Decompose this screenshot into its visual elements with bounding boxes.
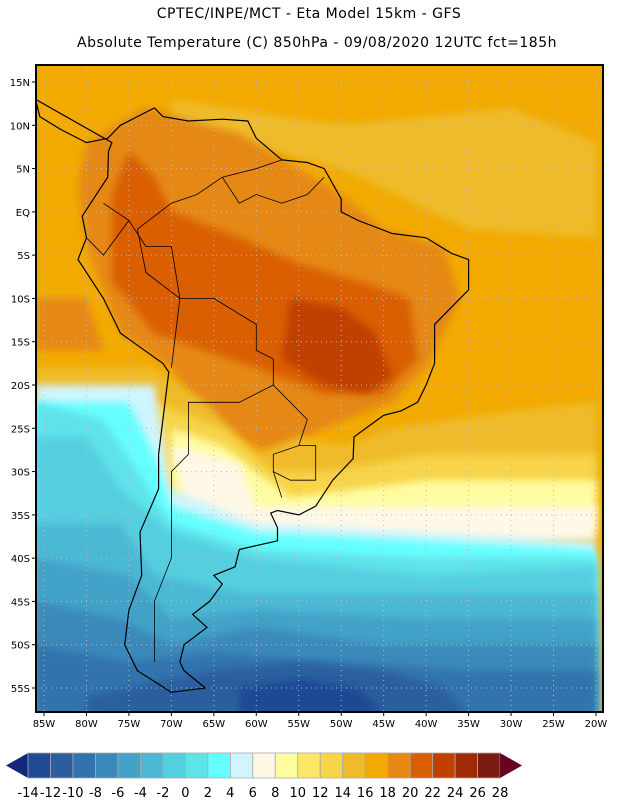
colorbar-swatch [387, 752, 411, 779]
lat-label: 20S [11, 381, 30, 392]
colorbar-under-arrow [6, 753, 28, 778]
border-line [153, 297, 274, 662]
temperature-band [171, 99, 596, 238]
colorbar-tick-label: -12 [40, 786, 61, 800]
colorbar-tick-label: -14 [17, 786, 38, 800]
border-line [136, 159, 282, 368]
lat-label: 15S [11, 338, 30, 349]
temperature-band [36, 298, 104, 351]
colorbar-swatch [432, 752, 456, 779]
lon-label: 75W [118, 719, 141, 730]
map-frame [35, 64, 604, 713]
colorbar-tick-label: -4 [134, 786, 147, 800]
colorbar-tick-label: 22 [424, 786, 441, 800]
colorbar-tick-label: 18 [379, 786, 396, 800]
lon-label: 45W [372, 719, 395, 730]
colorbar: -14 -12 -10 -8 -6 -4 -2 0 2 4 6 8 10 12 14 16 18 20 22 24 26… [6, 752, 523, 800]
lat-label: 40S [11, 554, 30, 565]
colorbar-swatch [27, 752, 51, 779]
lat-label: 25S [11, 424, 30, 435]
colorbar-tick-label: 16 [357, 786, 374, 800]
lon-label: 80W [75, 719, 98, 730]
lat-label: 5S [17, 251, 30, 262]
colorbar-swatch [274, 752, 299, 779]
colorbar-swatch [252, 752, 276, 779]
border-line [273, 445, 317, 481]
lat-label: 30S [11, 468, 30, 479]
colorbar-tick-label: 6 [249, 786, 257, 800]
lat-label: 50S [11, 641, 30, 652]
title-line-1: CPTEC/INPE/MCT - Eta Model 15km - GFS [156, 6, 462, 22]
colorbar-tick-label: -2 [156, 786, 169, 800]
colorbar-tick-label: 24 [447, 786, 464, 800]
lat-label: 45S [11, 597, 30, 608]
colorbar-tick-label: 2 [204, 786, 212, 800]
lon-label: 40W [415, 719, 438, 730]
border-line [221, 176, 325, 204]
coastline [36, 98, 470, 693]
colorbar-swatch [72, 752, 96, 779]
lat-label: EQ [16, 208, 30, 219]
temperature-band [239, 679, 382, 712]
lon-label: 35W [457, 719, 480, 730]
colorbar-tick-label: 20 [402, 786, 419, 800]
colorbar-swatch [117, 752, 141, 779]
border-line [103, 202, 181, 299]
colorbar-swatch [184, 752, 209, 779]
colorbar-swatch [297, 752, 321, 779]
colorbar-tick-label: 12 [312, 786, 329, 800]
lat-label: 10S [11, 294, 30, 305]
colorbar-swatch [229, 752, 254, 779]
lon-label: 20W [585, 719, 608, 730]
colorbar-tick-label: 10 [289, 786, 306, 800]
lon-label: 50W [330, 719, 353, 730]
lon-label: 70W [160, 719, 183, 730]
lon-label: 25W [542, 719, 565, 730]
lon-label: 30W [500, 719, 523, 730]
border-line [272, 384, 308, 498]
border-line [86, 220, 130, 256]
colorbar-tick-label: -10 [62, 786, 83, 800]
colorbar-swatch [342, 752, 366, 779]
temperature-band [281, 298, 393, 394]
colorbar-swatch [454, 752, 478, 779]
title-line-2: Absolute Temperature (C) 850hPa - 09/08/… [77, 35, 557, 51]
colorbar-tick-label: -8 [89, 786, 102, 800]
colorbar-tick-label: -6 [111, 786, 124, 800]
colorbar-swatch [139, 752, 164, 779]
lon-label: 65W [203, 719, 226, 730]
lat-label: 35S [11, 511, 30, 522]
lon-label: 55W [287, 719, 310, 730]
colorbar-swatch [162, 752, 186, 779]
colorbar-swatch [319, 752, 344, 779]
temperature-band [171, 445, 596, 550]
colorbar-swatch [477, 752, 501, 779]
lon-label: 85W [33, 719, 56, 730]
colorbar-tick-label: 4 [226, 786, 234, 800]
lat-label: 10N [10, 121, 30, 132]
lat-label: 55S [11, 684, 30, 695]
colorbar-swatch [409, 752, 434, 779]
colorbar-swatch [207, 752, 231, 779]
lat-label: 5N [16, 165, 30, 176]
colorbar-tick-label: 14 [334, 786, 351, 800]
lat-label: 15N [10, 78, 30, 89]
map-axes: 15N 10N 5N EQ 5S 10S 15S 20S 25S 30S 35S 40S 45S 50S 5… [10, 78, 608, 730]
colorbar-swatch [95, 752, 119, 779]
colorbar-tick-label: 26 [469, 786, 486, 800]
colorbar-swatch [364, 752, 389, 779]
colorbar-swatch [50, 752, 74, 779]
colorbar-tick-label: 28 [492, 786, 509, 800]
colorbar-tick-label: 0 [181, 786, 189, 800]
south-america-coast [36, 98, 470, 693]
lon-label: 60W [245, 719, 268, 730]
colorbar-over-arrow [500, 753, 523, 778]
colorbar-tick-label: 8 [271, 786, 279, 800]
temperature-field [36, 65, 603, 712]
